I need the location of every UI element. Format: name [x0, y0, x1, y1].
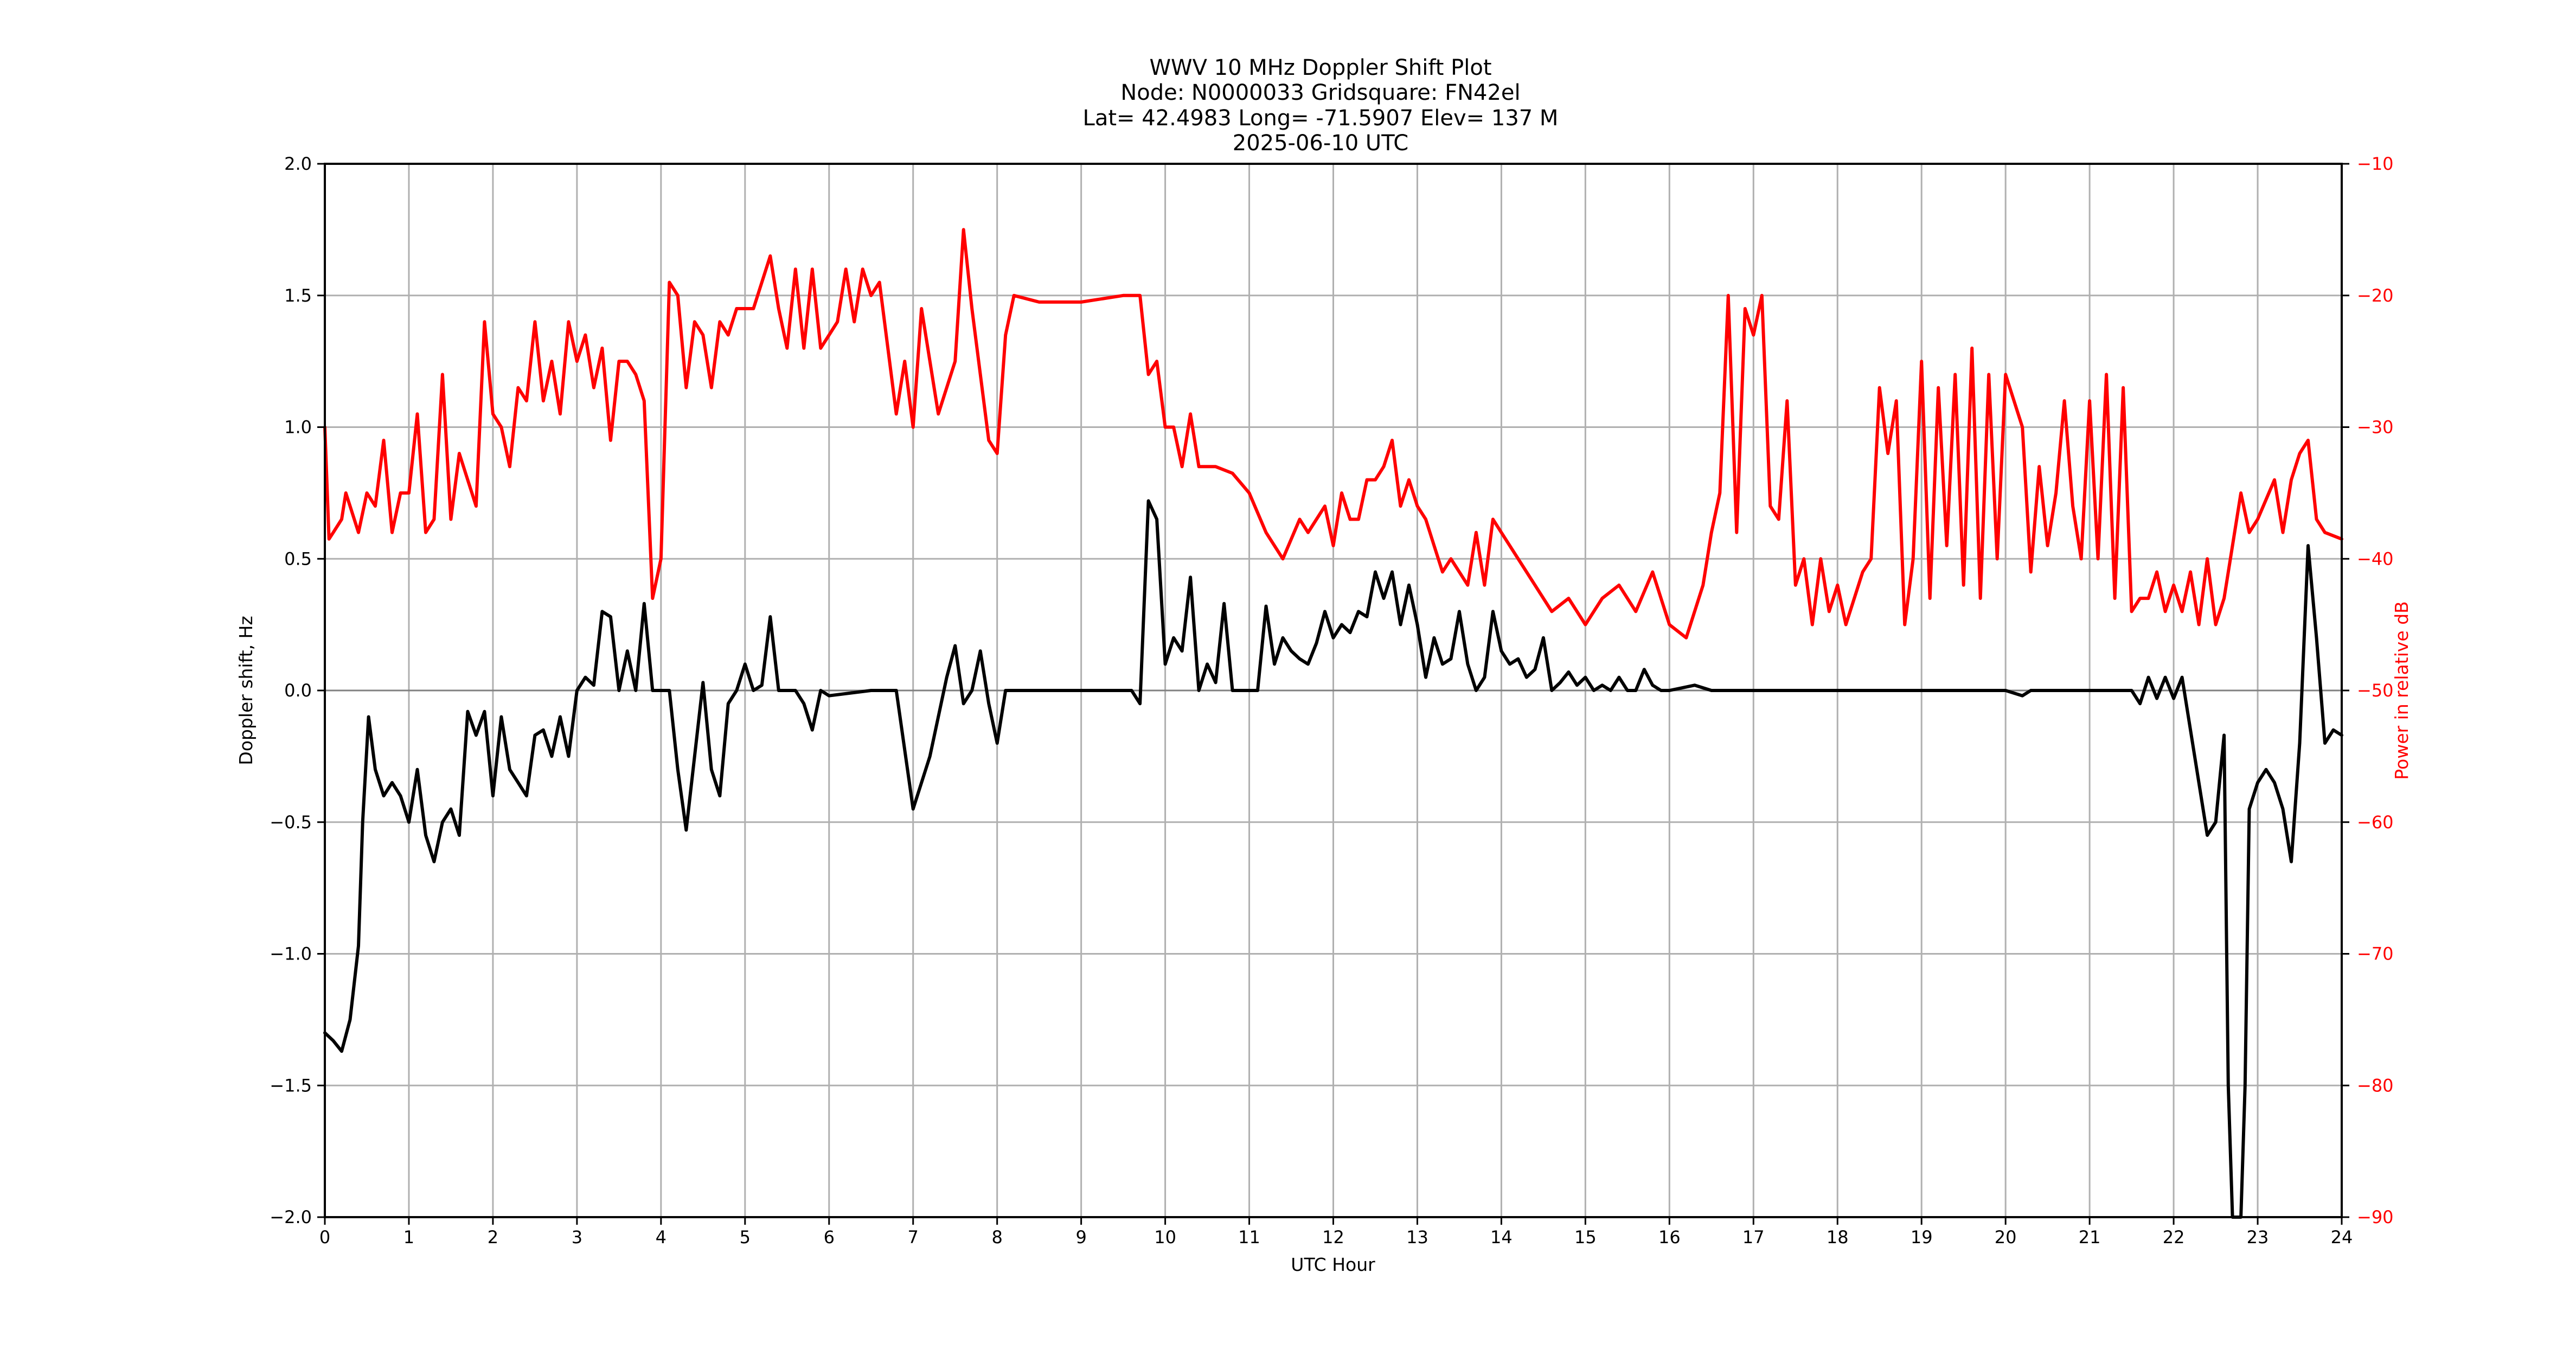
x-tick-label: 23 — [2247, 1227, 2269, 1248]
x-tick-label: 3 — [572, 1227, 582, 1248]
doppler-series — [323, 499, 2343, 1219]
x-tick-label: 22 — [2163, 1227, 2185, 1248]
x-tick-label: 14 — [1490, 1227, 1513, 1248]
x-tick-label: 20 — [1995, 1227, 2017, 1248]
y-axis-right-label: Power in relative dB — [2391, 601, 2412, 779]
y-tick-label: 0.0 — [284, 680, 312, 701]
y2-tick-label: −20 — [2357, 285, 2394, 306]
x-tick-label: 19 — [1911, 1227, 1933, 1248]
y2-tick-label: −10 — [2357, 153, 2394, 174]
series-line — [323, 228, 2343, 639]
x-tick-label: 9 — [1075, 1227, 1086, 1248]
x-tick-label: 0 — [319, 1227, 330, 1248]
title-line-1: WWV 10 MHz Doppler Shift Plot — [1149, 55, 1491, 80]
x-tick-label: 16 — [1658, 1227, 1681, 1248]
x-tick-label: 6 — [824, 1227, 835, 1248]
series-line — [323, 499, 2343, 1219]
x-axis-label: UTC Hour — [1291, 1254, 1375, 1275]
y2-tick-label: −70 — [2357, 944, 2394, 964]
title-line-3: Lat= 42.4983 Long= -71.5907 Elev= 137 M — [1083, 106, 1559, 131]
y-tick-label: 1.0 — [284, 417, 312, 438]
y2-tick-label: −50 — [2357, 680, 2394, 701]
chart-title: WWV 10 MHz Doppler Shift Plot Node: N000… — [1083, 55, 1559, 156]
x-tick-label: 17 — [1742, 1227, 1765, 1248]
x-axis: 0 1 2 3 4 5 6 7 8 9 10 11 12 13 14 15 16 17 18 19 20 21 22 23 24 — [319, 1217, 2353, 1248]
x-tick-label: 15 — [1574, 1227, 1597, 1248]
x-tick-label: 8 — [991, 1227, 1002, 1248]
x-tick-label: 1 — [403, 1227, 414, 1248]
title-line-4: 2025-06-10 UTC — [1233, 131, 1408, 156]
y2-tick-label: −60 — [2357, 812, 2394, 833]
x-tick-label: 13 — [1406, 1227, 1428, 1248]
y-tick-label: 1.5 — [284, 285, 312, 306]
y2-tick-label: −90 — [2357, 1207, 2394, 1227]
y-tick-label: −1.0 — [270, 944, 312, 964]
x-tick-label: 4 — [656, 1227, 667, 1248]
x-tick-label: 7 — [908, 1227, 919, 1248]
y-axis-left-label: Doppler shift, Hz — [235, 616, 257, 765]
x-tick-label: 5 — [740, 1227, 751, 1248]
power-series — [323, 228, 2343, 639]
title-line-2: Node: N0000033 Gridsquare: FN42el — [1120, 80, 1520, 105]
y2-tick-label: −30 — [2357, 417, 2394, 438]
y-axis-left: −2.0 −1.5 −1.0 −0.5 0.0 0.5 1.0 1.5 2.0 — [270, 153, 325, 1227]
x-tick-label: 10 — [1154, 1227, 1176, 1248]
y-tick-label: −1.5 — [270, 1075, 312, 1096]
x-tick-label: 18 — [1827, 1227, 1849, 1248]
y-axis-right: −90 −80 −70 −60 −50 −40 −30 −20 −10 — [2342, 153, 2394, 1227]
x-tick-label: 11 — [1238, 1227, 1260, 1248]
y2-tick-label: −80 — [2357, 1075, 2394, 1096]
x-tick-label: 2 — [488, 1227, 498, 1248]
x-tick-label: 24 — [2331, 1227, 2353, 1248]
y-tick-label: 2.0 — [284, 153, 312, 174]
x-tick-label: 21 — [2079, 1227, 2101, 1248]
y2-tick-label: −40 — [2357, 548, 2394, 569]
y-tick-label: −2.0 — [270, 1207, 312, 1227]
y-tick-label: −0.5 — [270, 812, 312, 833]
y-tick-label: 0.5 — [284, 548, 312, 569]
x-tick-label: 12 — [1322, 1227, 1344, 1248]
